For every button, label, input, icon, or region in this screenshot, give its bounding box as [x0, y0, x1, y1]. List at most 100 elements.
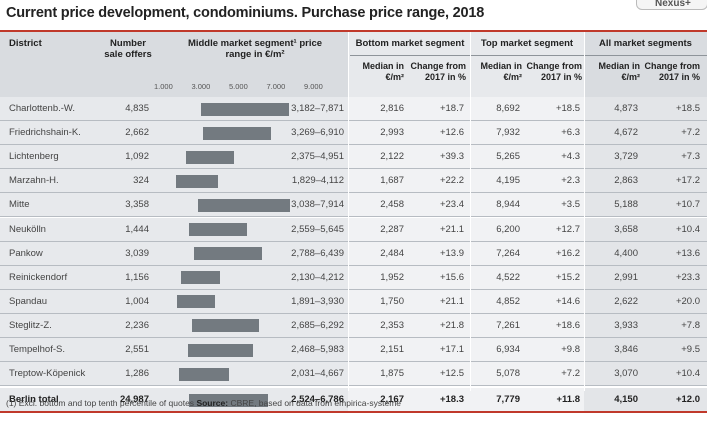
row-rule — [0, 312, 707, 314]
bottom-median-cell: 2,353 — [380, 319, 404, 331]
price-range-bar — [185, 150, 235, 164]
all-change-cell: +10.7 — [675, 199, 700, 211]
all-median-cell: 2,622 — [614, 295, 638, 307]
footnote: (1) Excl. bottom and top tenth percentil… — [6, 398, 195, 408]
row-rule — [0, 411, 707, 414]
price-range-bar — [189, 223, 248, 237]
district-cell: Pankow — [9, 247, 43, 259]
bottom-change-cell: +12.5 — [439, 368, 464, 380]
range-cell: 2,031–4,667 — [291, 368, 344, 380]
all-change-cell: +13.6 — [675, 247, 700, 259]
range-cell: 2,685–6,292 — [291, 319, 344, 331]
corner-tab — [636, 0, 707, 10]
row-shade — [0, 217, 348, 242]
district-cell: Charlottenb.-W. — [9, 103, 75, 114]
column-divider-3 — [584, 32, 585, 391]
scale-tick: 3.000 — [191, 82, 211, 91]
source-label: Source: — [196, 398, 229, 408]
subheader-top-median: Median in €/m² — [480, 61, 522, 82]
price-range-bar — [176, 295, 215, 309]
header-bottom-segment: Bottom market segment — [355, 38, 465, 49]
all-median-cell: 3,729 — [614, 151, 638, 163]
range-cell: 3,269–6,910 — [291, 127, 344, 139]
bottom-median-cell: 2,167 — [380, 394, 404, 406]
row-shade — [584, 241, 707, 266]
all-change-cell: +10.4 — [675, 368, 700, 380]
district-cell: Treptow-Köpenick — [9, 368, 86, 380]
bottom-median-cell: 1,750 — [380, 295, 404, 307]
price-range-bar — [200, 102, 289, 116]
bottom-change-cell: +15.6 — [439, 271, 464, 283]
header-middle-segment: Middle market segment¹ price range in €/… — [187, 38, 323, 60]
all-median-cell: 3,070 — [614, 368, 638, 380]
district-cell: Spandau — [9, 295, 48, 307]
range-cell: 3,182–7,871 — [291, 103, 344, 114]
top-change-cell: +15.2 — [555, 271, 580, 283]
subheader-top-change: Change from 2017 in % — [526, 61, 582, 82]
all-median-cell: 4,150 — [614, 394, 638, 406]
bottom-median-cell: 2,151 — [380, 344, 404, 355]
all-median-cell: 3,846 — [614, 344, 638, 355]
bottom-change-cell: +18.7 — [439, 103, 464, 114]
top-median-cell: 4,852 — [496, 295, 520, 307]
row-shade — [584, 289, 707, 314]
row-shade — [348, 145, 584, 170]
row-rule — [0, 264, 707, 266]
bottom-median-cell: 2,122 — [380, 151, 404, 163]
row-shade — [0, 169, 348, 194]
bottom-change-cell: +22.2 — [439, 175, 464, 187]
all-change-cell: +23.3 — [675, 271, 700, 283]
corner-tab-label: Nexus+ — [655, 0, 691, 9]
top-median-cell: 7,932 — [496, 127, 520, 139]
range-cell: 2,468–5,983 — [291, 344, 344, 355]
table-row: Steglitz-Z. 2,236 2,685–6,292 2,353 +21.8 7,2… — [0, 313, 707, 338]
top-median-cell: 6,934 — [496, 344, 520, 355]
row-shade — [584, 338, 707, 363]
all-change-cell: +7.2 — [681, 127, 700, 139]
row-shade — [0, 265, 348, 290]
bottom-median-cell: 1,875 — [380, 368, 404, 380]
scale-tick: 7.000 — [266, 82, 286, 91]
row-shade — [584, 145, 707, 170]
subheader-all-change: Change from 2017 in % — [644, 61, 700, 82]
bottom-median-cell: 1,952 — [380, 271, 404, 283]
offers-cell: 2,662 — [125, 127, 149, 139]
range-cell: 2,375–4,951 — [291, 151, 344, 163]
header-top-segment: Top market segment — [480, 38, 574, 49]
table-row: Mitte 3,358 3,038–7,914 2,458 +23.4 8,944 +3.5… — [0, 193, 707, 218]
row-rule — [0, 385, 707, 387]
bottom-median-cell: 2,816 — [380, 103, 404, 114]
all-median-cell: 4,873 — [614, 103, 638, 114]
offers-cell: 1,156 — [125, 271, 149, 283]
district-cell: Reinickendorf — [9, 271, 68, 283]
row-shade — [348, 193, 584, 218]
top-median-cell: 7,261 — [496, 319, 520, 331]
price-range-bar — [191, 319, 260, 333]
row-shade — [584, 121, 707, 146]
top-rule — [0, 30, 707, 32]
row-rule — [0, 192, 707, 194]
row-shade — [0, 145, 348, 170]
header-district: District — [9, 38, 42, 49]
price-range-bar — [198, 198, 290, 212]
table-row: Spandau 1,004 1,891–3,930 1,750 +21.1 4,852 +1… — [0, 289, 707, 314]
all-change-cell: +12.0 — [675, 394, 700, 406]
row-shade — [348, 362, 584, 387]
bottom-median-cell: 1,687 — [380, 175, 404, 187]
price-range-bar — [179, 367, 229, 381]
row-shade — [584, 217, 707, 242]
offers-cell: 24,987 — [119, 394, 149, 406]
row-shade — [584, 313, 707, 338]
district-cell: Berlin total — [9, 394, 59, 406]
offers-cell: 3,358 — [125, 199, 149, 211]
bottom-change-cell: +17.1 — [439, 344, 464, 355]
top-change-cell: +4.3 — [561, 151, 580, 163]
all-median-cell: 4,672 — [614, 127, 638, 139]
bottom-change-cell: +21.8 — [439, 319, 464, 331]
all-median-cell: 5,188 — [614, 199, 638, 211]
bottom-change-cell: +13.9 — [439, 247, 464, 259]
top-change-cell: +14.6 — [555, 295, 580, 307]
all-median-cell: 3,933 — [614, 319, 638, 331]
bottom-change-cell: +12.6 — [439, 127, 464, 139]
bottom-median-cell: 2,484 — [380, 247, 404, 259]
